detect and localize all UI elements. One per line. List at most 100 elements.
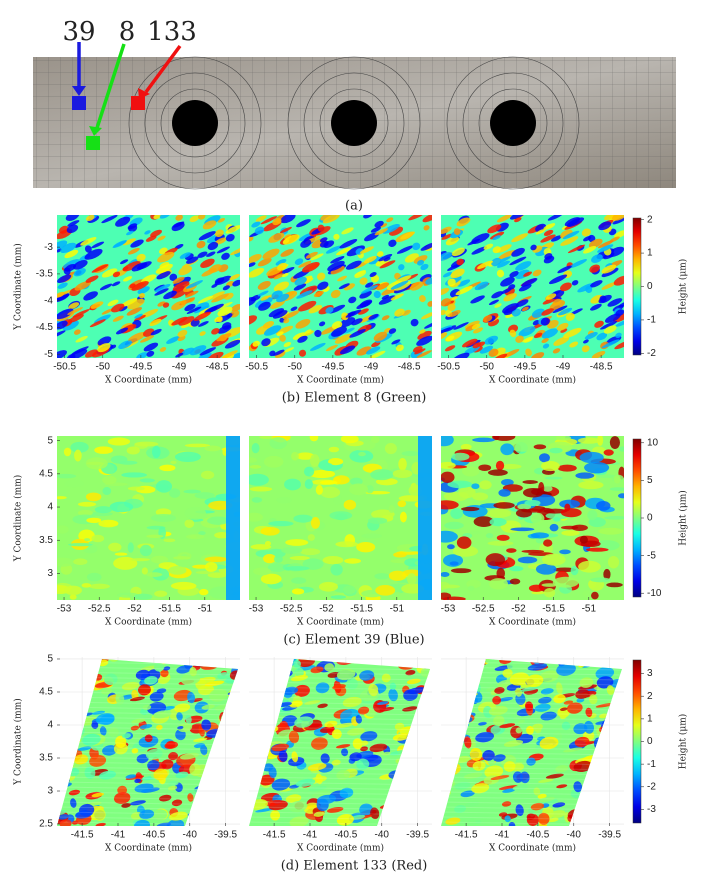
heatmap-blob bbox=[445, 817, 461, 825]
heatmap-blob bbox=[552, 305, 568, 314]
heatmap-blob bbox=[146, 572, 163, 577]
heatmap-blob bbox=[526, 757, 536, 766]
heatmap-blob bbox=[483, 706, 493, 719]
heatmap-blob bbox=[444, 345, 456, 352]
heatmap-blob bbox=[496, 244, 512, 253]
heatmap-blob bbox=[216, 732, 230, 737]
heatmap-blob bbox=[193, 743, 206, 748]
scan-line bbox=[57, 746, 238, 751]
heatmap-blob bbox=[601, 264, 617, 274]
heatmap-blob bbox=[388, 570, 407, 581]
heatmap-blob bbox=[137, 286, 150, 295]
heatmap-blob bbox=[260, 295, 270, 301]
heatmap-blob bbox=[200, 258, 215, 269]
heatmap-blob bbox=[168, 488, 181, 498]
heatmap-blob bbox=[176, 712, 183, 721]
heatmap-blob bbox=[201, 780, 218, 790]
heatmap-blob bbox=[57, 557, 75, 567]
heatmap-blob bbox=[451, 296, 458, 301]
heatmap-blob bbox=[530, 244, 537, 251]
heatmap-blob bbox=[249, 262, 256, 268]
heatmap-blob bbox=[96, 713, 115, 725]
y-tick-label: -3 bbox=[44, 242, 53, 253]
heatmap-blob bbox=[446, 705, 463, 713]
heatmap-blob bbox=[198, 531, 206, 536]
heatmap-blob bbox=[584, 461, 610, 474]
heatmap-blob bbox=[214, 532, 230, 539]
heatmap-blob bbox=[377, 251, 384, 257]
heatmap-blob bbox=[445, 690, 460, 698]
heatmap-blob bbox=[263, 553, 277, 564]
heatmap-blob bbox=[356, 542, 376, 553]
heatmap-blob bbox=[325, 306, 334, 314]
heatmap-blob bbox=[187, 691, 196, 704]
heatmap-blob bbox=[249, 735, 255, 740]
heatmap-blob bbox=[207, 241, 219, 251]
heatmap-blob bbox=[447, 303, 456, 311]
heatmap-blob bbox=[392, 469, 413, 479]
heatmap-blob bbox=[85, 492, 102, 502]
heatmap-blob bbox=[282, 234, 300, 245]
heatmap-blob bbox=[336, 247, 352, 256]
arrows bbox=[72, 42, 182, 136]
heatmap-blob bbox=[511, 247, 525, 257]
heatmap-blob bbox=[498, 250, 516, 260]
heatmap-blob bbox=[57, 274, 72, 284]
heatmap-blob bbox=[542, 485, 553, 492]
scan-line bbox=[249, 736, 430, 741]
heatmap-blob bbox=[386, 217, 394, 223]
heatmap-blob bbox=[542, 343, 550, 349]
heatmap-blob bbox=[406, 678, 421, 685]
heatmap-blob bbox=[607, 246, 624, 258]
x-tick-label: -50 bbox=[288, 362, 303, 373]
heatmap-blob bbox=[587, 509, 598, 521]
heatmap-blob bbox=[575, 816, 584, 821]
heatmap-blob bbox=[398, 264, 405, 271]
heatmap-blob bbox=[533, 444, 547, 450]
heatmap-blob bbox=[93, 807, 106, 821]
heatmap-blob bbox=[611, 782, 619, 791]
heatmap-blob bbox=[617, 493, 624, 499]
heatmap-blob bbox=[527, 663, 548, 671]
heatmap-blob bbox=[185, 714, 192, 724]
heatmap-blob bbox=[325, 245, 342, 254]
heatmap-blob bbox=[295, 778, 316, 787]
colorbar-tick-label: 0 bbox=[647, 281, 653, 292]
heatmap-blob bbox=[214, 277, 225, 284]
heatmap bbox=[57, 215, 240, 358]
heatmap-blob bbox=[442, 272, 453, 278]
heatmap-blob bbox=[202, 220, 217, 230]
heatmap-blob bbox=[486, 687, 496, 692]
heatmap-blob bbox=[498, 812, 508, 817]
colorbar-label: Height (μm) bbox=[678, 714, 689, 770]
heatmap-blob bbox=[588, 809, 603, 818]
scan-line bbox=[441, 721, 622, 726]
heatmap-blob bbox=[614, 340, 624, 350]
heatmap-blob bbox=[524, 499, 541, 507]
heatmap-blob bbox=[510, 527, 535, 532]
heatmap-blob bbox=[70, 441, 89, 453]
heatmap-blob bbox=[450, 568, 472, 574]
heatmap-blob bbox=[449, 748, 460, 756]
heatmap-blob bbox=[303, 330, 314, 337]
heatmap-blob bbox=[183, 489, 202, 494]
heatmap-blob bbox=[136, 261, 152, 270]
heatmap-blob bbox=[57, 743, 72, 753]
heatmap-blob bbox=[331, 321, 343, 330]
heatmap-blob bbox=[146, 350, 155, 357]
scan-line bbox=[57, 731, 238, 736]
heatmap-blob bbox=[322, 215, 340, 224]
heatmap-blob bbox=[401, 451, 420, 457]
heatmap-blob bbox=[482, 750, 495, 761]
heatmap-blob bbox=[498, 489, 511, 497]
heatmap-blob bbox=[380, 223, 388, 228]
heatmap-blob bbox=[381, 673, 391, 683]
heatmap-blob bbox=[488, 299, 499, 306]
scan-line bbox=[441, 731, 622, 736]
heatmap-blob bbox=[64, 585, 82, 596]
heatmap-blob bbox=[607, 555, 620, 569]
heatmap-blob bbox=[534, 724, 542, 734]
heatmap-blob bbox=[415, 659, 427, 663]
heatmap-blob bbox=[214, 229, 224, 238]
heatmap-blob bbox=[509, 329, 517, 338]
